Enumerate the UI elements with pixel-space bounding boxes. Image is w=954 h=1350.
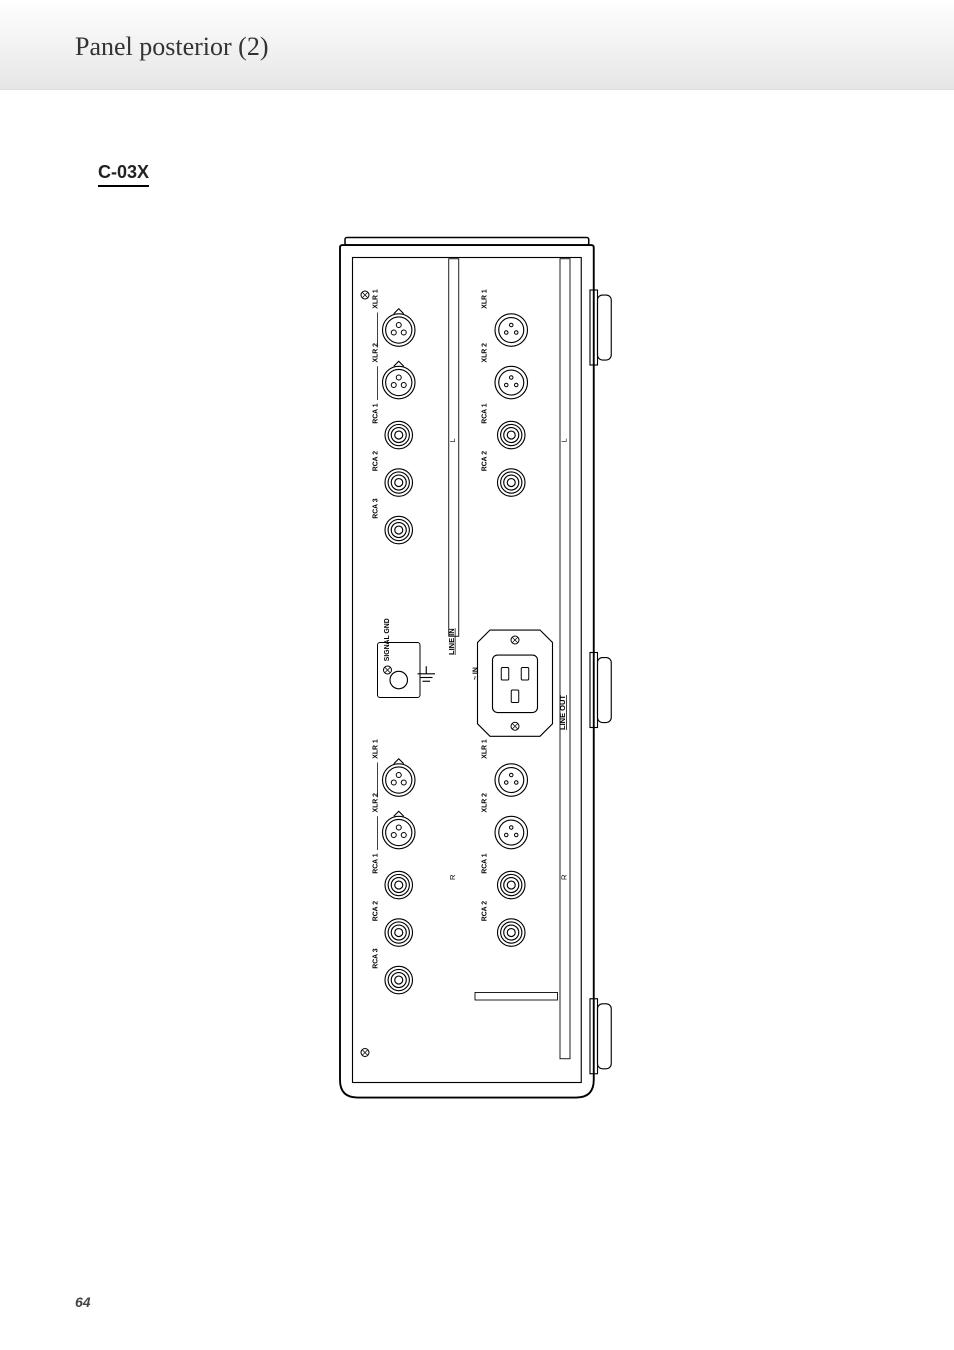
lbl-out2-xlr1: XLR 1 <box>481 739 488 759</box>
rear-panel-diagram: LINE IN LINE OUT XLR 1 XLR 2 RCA 1 RCA 2… <box>330 230 630 1105</box>
ac-inlet: ~ IN <box>473 630 553 736</box>
chassis-inner-plate <box>353 258 582 1083</box>
lbl-col1-xlr2: XLR 2 <box>373 343 380 363</box>
lbl-col2-rca1: RCA 1 <box>373 853 380 874</box>
lbl-out2-rca2: RCA 2 <box>481 901 488 922</box>
label-ac-in: ~ IN <box>473 667 480 680</box>
lbl-col1-xlr1: XLR 1 <box>373 289 380 309</box>
chassis-top-rail <box>345 238 589 246</box>
lbl-col2-xlr2: XLR 2 <box>373 793 380 813</box>
label-L-out: L <box>559 438 568 442</box>
lbl-out2-xlr2: XLR 2 <box>481 793 488 813</box>
label-R-in: R <box>448 874 457 880</box>
label-line-in: LINE IN <box>447 628 456 655</box>
lbl-col1-rca2: RCA 2 <box>373 451 380 472</box>
lbl-col2-rca2: RCA 2 <box>373 901 380 922</box>
svg-text:SIGNAL GND: SIGNAL GND <box>384 618 391 661</box>
inputs-col2: XLR 1 XLR 2 RCA 1 RCA 2 RCA 3 <box>373 739 416 994</box>
screw-bl <box>361 1049 369 1057</box>
lbl-out1-xlr2: XLR 2 <box>481 343 488 363</box>
lbl-col1-rca1: RCA 1 <box>373 403 380 424</box>
page-title: Panel posterior (2) <box>75 32 954 62</box>
chassis-outline <box>340 245 594 1098</box>
page-number: 64 <box>75 1294 91 1310</box>
lbl-out1-rca1: RCA 1 <box>481 403 488 424</box>
divider-line-out <box>560 259 570 1059</box>
outputs-col1: XLR 1 XLR 2 RCA 1 RCA 2 <box>481 289 527 496</box>
lbl-out2-rca1: RCA 1 <box>481 853 488 874</box>
label-L-in: L <box>448 438 457 442</box>
label-R-out: R <box>559 874 568 880</box>
label-signal-gnd: SIGNAL GND <box>384 618 391 661</box>
outputs-col2: XLR 1 XLR 2 RCA 1 RCA 2 <box>481 739 527 946</box>
divider-line-in <box>449 259 459 637</box>
model-label: C-03X <box>98 162 149 187</box>
signal-ground: SIGNAL GND <box>378 618 436 697</box>
page-header: Panel posterior (2) <box>0 0 954 90</box>
lbl-col1-rca3: RCA 3 <box>373 498 380 519</box>
screw-tl <box>361 291 369 299</box>
lbl-col2-xlr1: XLR 1 <box>373 739 380 759</box>
lbl-out1-xlr1: XLR 1 <box>481 289 488 309</box>
lbl-out1-rca2: RCA 2 <box>481 451 488 472</box>
screw-ml <box>384 666 392 674</box>
lbl-col2-rca3: RCA 3 <box>373 948 380 969</box>
inputs-col1: XLR 1 XLR 2 RCA 1 RCA 2 RCA 3 <box>373 289 416 544</box>
label-line-out: LINE OUT <box>558 695 567 730</box>
